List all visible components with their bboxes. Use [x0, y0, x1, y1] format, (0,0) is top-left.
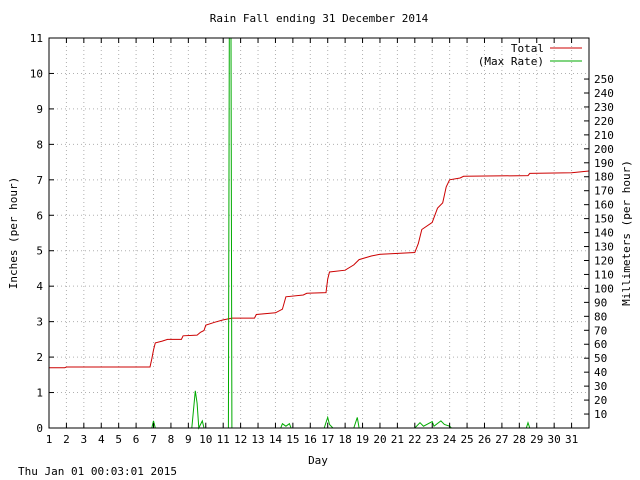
y-axis-label: Inches (per hour): [7, 177, 20, 290]
y-tick-label: 0: [36, 422, 43, 435]
y-tick-label: 6: [36, 209, 43, 222]
y2-tick-label: 190: [594, 157, 614, 170]
x-tick-label: 27: [495, 433, 508, 446]
y-tick-label: 7: [36, 174, 43, 187]
x-tick-label: 26: [478, 433, 491, 446]
y-tick-label: 4: [36, 280, 43, 293]
y2-tick-label: 180: [594, 171, 614, 184]
x-tick-label: 17: [321, 433, 334, 446]
x-tick-label: 24: [443, 433, 457, 446]
y2-tick-label: 210: [594, 129, 614, 142]
plot-border: [48, 37, 590, 429]
axes-layer: 1 2 3 4 5 6 7 8 9 10 11 12 13 14 15 16 17 18 19 20 21 22 23 24 2…: [30, 32, 614, 446]
y2-tick-label: 80: [594, 310, 607, 323]
legend: Total (Max Rate): [478, 42, 582, 68]
x-tick-label: 30: [548, 433, 561, 446]
x-tick-label: 3: [81, 433, 88, 446]
y-tick-label: 1: [36, 387, 43, 400]
x-tick-label: 8: [168, 433, 175, 446]
y2-tick-label: 40: [594, 366, 607, 379]
y-tick-label: 3: [36, 316, 43, 329]
y2-tick-label: 50: [594, 352, 607, 365]
x-tick-label: 18: [339, 433, 352, 446]
x-tick-label: 25: [460, 433, 473, 446]
y2-tick-label: 30: [594, 380, 607, 393]
y-tick-label: 5: [36, 245, 43, 258]
y2-tick-label: 70: [594, 324, 607, 337]
y2-tick-label: 220: [594, 115, 614, 128]
y-tick-label: 8: [36, 138, 43, 151]
x-tick-label: 2: [63, 433, 70, 446]
y2-tick-label: 150: [594, 213, 614, 226]
y2-tick-label: 230: [594, 101, 614, 114]
x-tick-label: 14: [269, 433, 283, 446]
y2-tick-label: 250: [594, 73, 614, 86]
x-tick-label: 31: [565, 433, 578, 446]
y2-axis-label: Millimeters (per hour): [620, 160, 633, 306]
x-tick-label: 20: [373, 433, 386, 446]
x-tick-label: 6: [133, 433, 140, 446]
chart-title: Rain Fall ending 31 December 2014: [210, 12, 429, 25]
x-tick-label: 21: [391, 433, 404, 446]
x-tick-label: 10: [199, 433, 212, 446]
generated-timestamp: Thu Jan 01 00:03:01 2015: [18, 465, 177, 478]
x-tick-label: 28: [513, 433, 526, 446]
total-series-line: [49, 170, 590, 369]
x-tick-label: 7: [150, 433, 157, 446]
y-tick-label: 9: [36, 103, 43, 116]
x-tick-label: 9: [185, 433, 192, 446]
max-rate-series-line: [49, 37, 589, 430]
y2-tick-label: 110: [594, 268, 614, 281]
x-tick-label: 19: [356, 433, 369, 446]
y2-tick-label: 240: [594, 87, 614, 100]
y2-tick-label: 20: [594, 394, 607, 407]
y2-tick-label: 60: [594, 338, 607, 351]
x-axis-label: Day: [308, 454, 328, 467]
y2-tick-label: 170: [594, 185, 614, 198]
x-tick-label: 29: [530, 433, 543, 446]
y2-tick-label: 120: [594, 254, 614, 267]
y-tick-label: 10: [30, 67, 43, 80]
series-layer: [49, 37, 590, 430]
x-tick-label: 5: [115, 433, 122, 446]
x-tick-label: 11: [217, 433, 230, 446]
legend-max-rate-label: (Max Rate): [478, 55, 544, 68]
grid-layer: [49, 38, 589, 428]
x-tick-label: 16: [304, 433, 317, 446]
x-tick-label: 1: [46, 433, 53, 446]
x-tick-label: 13: [251, 433, 264, 446]
y2-tick-label: 160: [594, 199, 614, 212]
y2-tick-label: 100: [594, 282, 614, 295]
legend-total-label: Total: [511, 42, 544, 55]
y-tick-label: 2: [36, 351, 43, 364]
y2-tick-label: 90: [594, 296, 607, 309]
x-tick-label: 22: [408, 433, 421, 446]
y2-tick-label: 200: [594, 143, 614, 156]
y2-tick-label: 130: [594, 241, 614, 254]
y2-tick-label: 140: [594, 227, 614, 240]
y2-tick-label: 10: [594, 408, 607, 421]
y-tick-label: 11: [30, 32, 43, 45]
x-tick-label: 15: [286, 433, 299, 446]
x-tick-label: 12: [234, 433, 247, 446]
x-tick-label: 4: [98, 433, 105, 446]
x-tick-label: 23: [426, 433, 439, 446]
